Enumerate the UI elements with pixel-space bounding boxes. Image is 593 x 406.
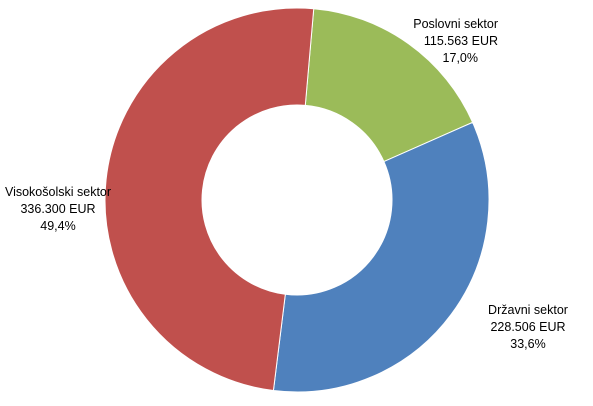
donut-slice-visokosolski-sektor	[104, 7, 315, 392]
slice-label-value-visokosolski: 336.300 EUR	[20, 202, 95, 216]
donut-slice-drzavni-sektor	[272, 121, 490, 393]
labels-layer: Poslovni sektor 115.563 EUR 17,0% Državn…	[5, 17, 568, 351]
slice-label-name-drzavni: Državni sektor	[488, 303, 568, 317]
slice-label-percent-visokosolski: 49,4%	[40, 219, 75, 233]
slice-label-value-drzavni: 228.506 EUR	[490, 320, 565, 334]
donut-slice-poslovni-sektor	[304, 8, 474, 163]
label-poslovni-sektor: Poslovni sektor 115.563 EUR 17,0%	[413, 17, 498, 65]
slice-label-percent-drzavni: 33,6%	[510, 337, 545, 351]
slice-label-value-poslovni: 115.563 EUR	[424, 34, 498, 48]
label-drzavni-sektor: Državni sektor 228.506 EUR 33,6%	[488, 303, 568, 351]
label-visokosolski-sektor: Visokošolski sektor 336.300 EUR 49,4%	[5, 185, 111, 233]
slice-label-name-visokosolski: Visokošolski sektor	[5, 185, 111, 199]
slice-label-name-poslovni: Poslovni sektor	[413, 17, 498, 31]
slices-layer	[104, 7, 490, 393]
slice-label-percent-poslovni: 17,0%	[443, 51, 478, 65]
